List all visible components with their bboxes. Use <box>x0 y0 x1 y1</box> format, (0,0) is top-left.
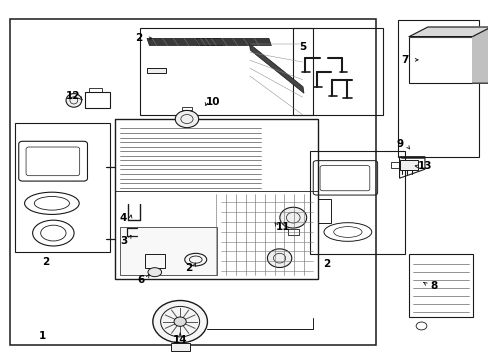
Ellipse shape <box>148 268 161 276</box>
Bar <box>390 162 399 168</box>
Text: 8: 8 <box>429 281 436 291</box>
Bar <box>84 92 110 108</box>
Bar <box>288 229 299 235</box>
Bar <box>182 107 191 111</box>
Bar <box>310 151 405 253</box>
Text: 5: 5 <box>299 42 306 52</box>
Bar <box>120 227 217 275</box>
Text: 2: 2 <box>184 263 192 273</box>
Text: 14: 14 <box>172 334 187 345</box>
Text: 3: 3 <box>120 236 127 246</box>
Ellipse shape <box>175 111 198 128</box>
Polygon shape <box>472 27 488 83</box>
Text: 4: 4 <box>120 213 127 222</box>
Bar <box>293 28 383 116</box>
Text: 1: 1 <box>39 331 46 341</box>
Polygon shape <box>195 39 271 45</box>
Text: 7: 7 <box>401 55 408 65</box>
Bar <box>115 119 317 279</box>
Ellipse shape <box>174 317 186 326</box>
Bar <box>397 21 478 157</box>
Bar <box>10 19 375 345</box>
Bar <box>399 160 417 170</box>
Text: 13: 13 <box>417 161 431 171</box>
Text: 2: 2 <box>322 259 329 269</box>
Text: 2: 2 <box>135 33 142 43</box>
Ellipse shape <box>279 207 306 228</box>
Bar <box>171 343 189 351</box>
Bar <box>140 28 312 116</box>
Bar <box>144 254 164 268</box>
Ellipse shape <box>267 249 291 267</box>
Text: 9: 9 <box>396 139 403 149</box>
Ellipse shape <box>153 301 207 343</box>
Text: 12: 12 <box>65 91 80 101</box>
Text: 10: 10 <box>205 97 220 107</box>
Polygon shape <box>147 39 222 45</box>
Bar <box>15 123 110 252</box>
Bar <box>89 88 102 92</box>
Polygon shape <box>408 27 488 37</box>
Ellipse shape <box>66 94 81 107</box>
Bar <box>408 254 472 317</box>
Text: 6: 6 <box>137 275 144 285</box>
Bar <box>115 119 317 191</box>
Bar <box>408 37 472 83</box>
Bar <box>147 68 165 73</box>
Text: 11: 11 <box>276 222 290 232</box>
Bar <box>317 199 330 223</box>
Text: 2: 2 <box>42 257 49 267</box>
Polygon shape <box>249 44 304 93</box>
